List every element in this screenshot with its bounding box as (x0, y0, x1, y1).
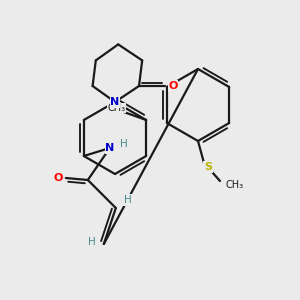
Text: H: H (88, 237, 96, 247)
Text: S: S (204, 162, 212, 172)
Text: CH₃: CH₃ (107, 103, 125, 113)
Text: N: N (105, 143, 114, 153)
Text: CH₃: CH₃ (226, 180, 244, 190)
Text: H: H (120, 139, 128, 149)
Text: N: N (110, 97, 120, 107)
Text: H: H (124, 195, 132, 205)
Text: O: O (168, 81, 178, 91)
Text: O: O (53, 173, 62, 183)
